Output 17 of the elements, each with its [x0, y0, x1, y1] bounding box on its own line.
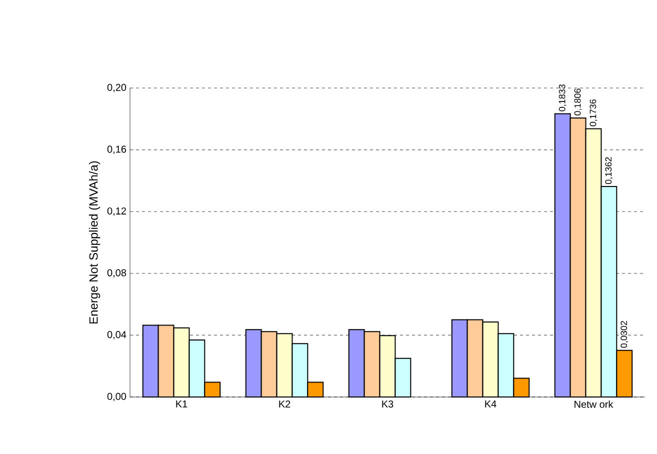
- data-label: 0,0302: [620, 321, 628, 348]
- data-label: 0,1362: [605, 157, 613, 184]
- data-label: 0,1736: [590, 99, 598, 126]
- x-tick-label: Netw ork: [574, 400, 614, 408]
- y-tick-label: 0,12: [107, 207, 126, 216]
- y-tick-label: 0,04: [107, 331, 126, 340]
- x-tick-label: K1: [176, 400, 188, 408]
- y-tick-label: 0,00: [107, 392, 126, 402]
- y-tick-label: 0,16: [107, 146, 126, 154]
- x-tick-label: K2: [279, 400, 290, 408]
- x-tick-label: K3: [382, 400, 394, 408]
- x-tick-label: K4: [485, 400, 496, 408]
- y-axis-title: Energe Not Supplied (MVAh/a): [88, 161, 100, 324]
- data-label: 0,1806: [574, 88, 582, 116]
- y-tick-label: 0,20: [107, 84, 126, 92]
- y-tick-label: 0,08: [107, 269, 126, 278]
- data-label: 0,1833: [558, 84, 566, 112]
